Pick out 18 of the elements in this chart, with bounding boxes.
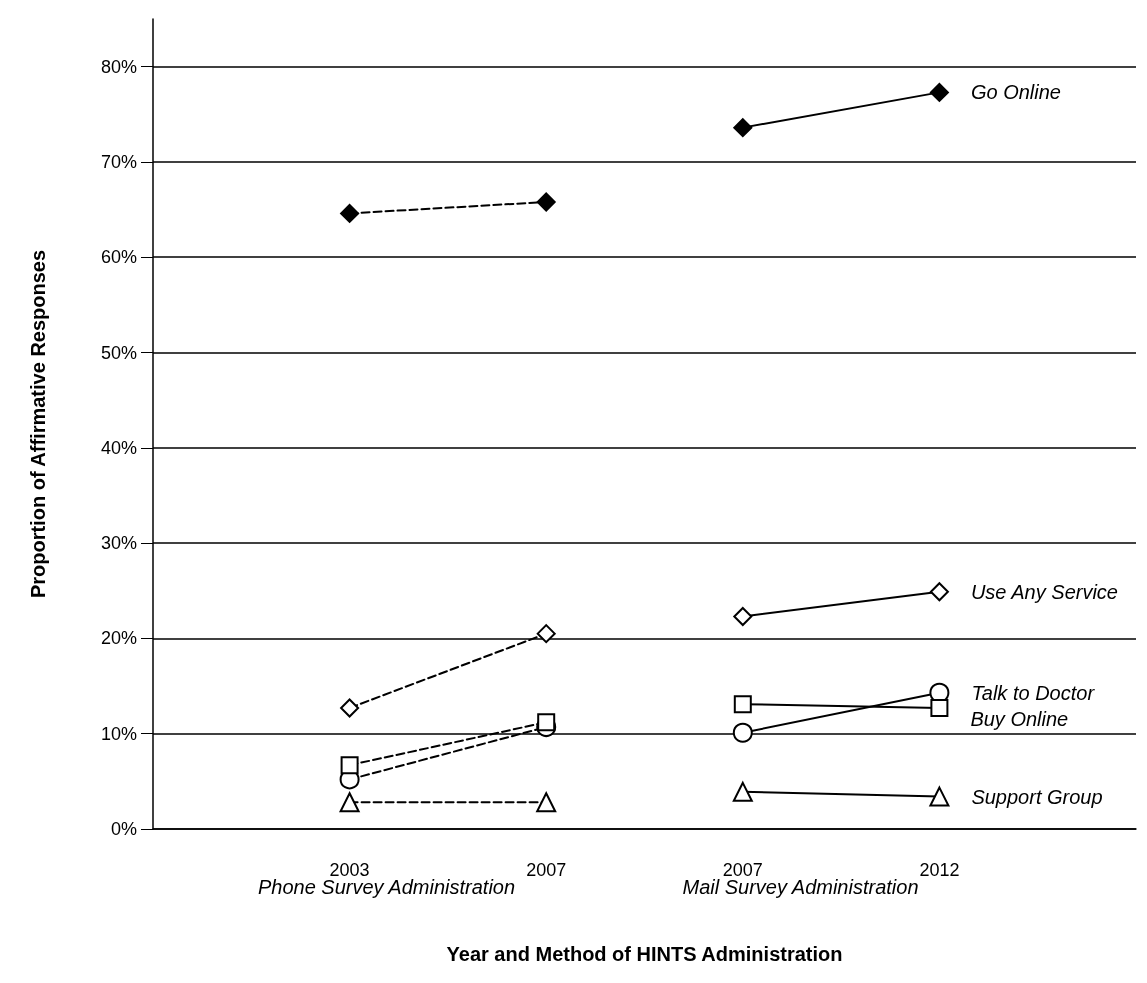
x-tick-label: 2007 (526, 860, 567, 880)
x-tick-label: 2012 (919, 860, 960, 880)
y-tick-label: 40% (100, 437, 137, 458)
y-tick-label: 80% (100, 56, 137, 77)
y-tick-label: 30% (100, 533, 137, 554)
series-label: Buy Online (970, 707, 1069, 730)
y-tick-label: 60% (100, 247, 137, 268)
y-tick-label: 20% (100, 628, 137, 649)
y-axis-title: Proportion of Affirmative Responses (27, 249, 49, 599)
series-label: Go Online (970, 81, 1061, 104)
series-label: Talk to Doctor (971, 681, 1096, 704)
y-tick-label: 70% (100, 151, 137, 172)
series-label: Support Group (971, 785, 1103, 808)
series-label: Use Any Service (970, 580, 1118, 603)
y-tick-label: 10% (100, 723, 137, 744)
y-tick-label: 0% (110, 819, 137, 839)
y-tick-label: 50% (100, 342, 137, 363)
x-axis-title: Year and Method of HINTS Administration (446, 943, 843, 965)
